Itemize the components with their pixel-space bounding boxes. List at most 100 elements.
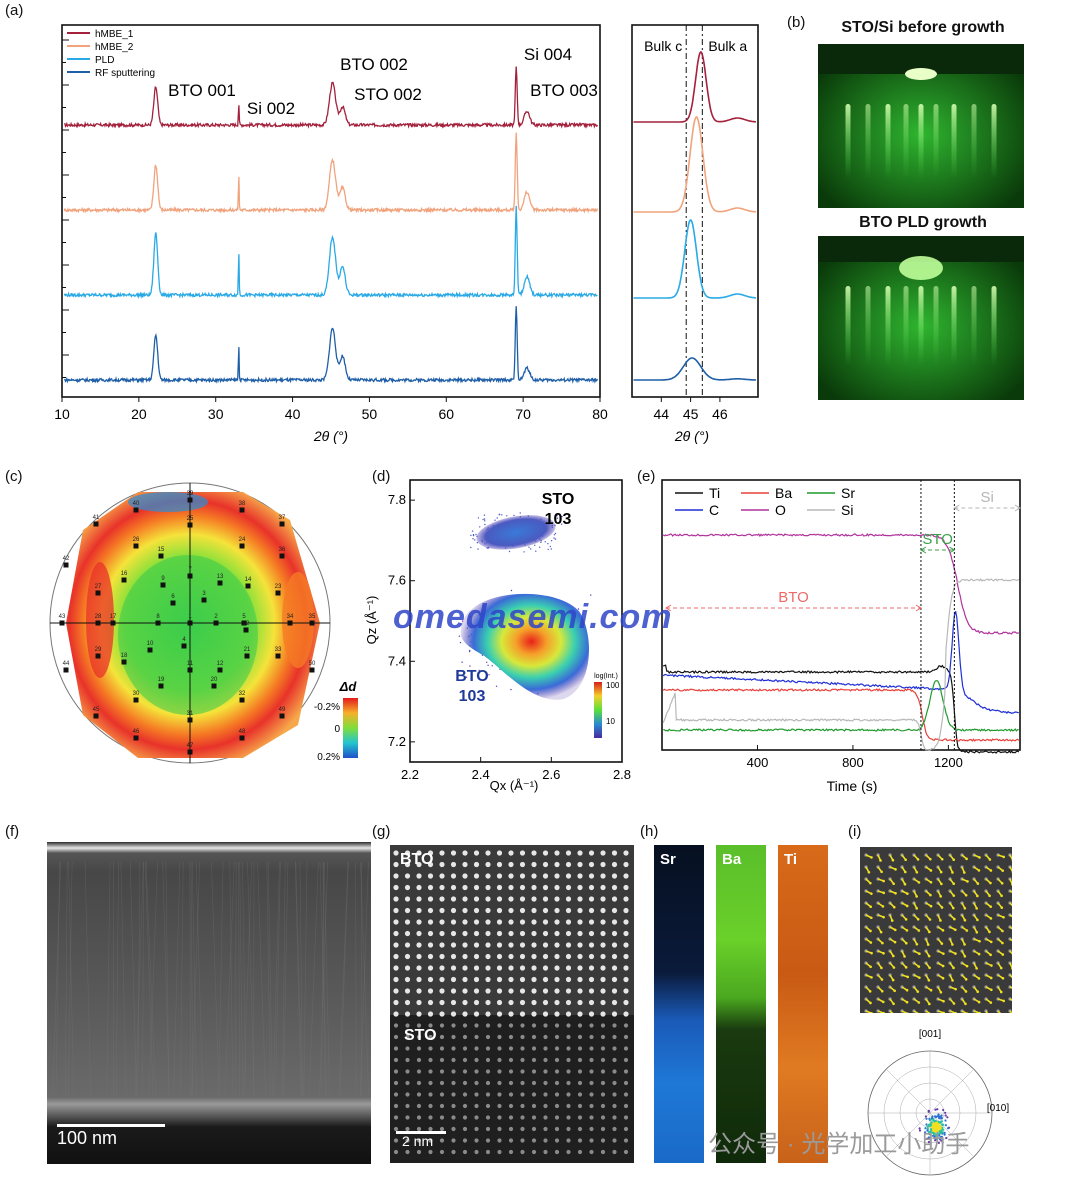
atom-column bbox=[439, 1000, 444, 1005]
tem-streak bbox=[309, 862, 318, 1097]
polarization-arrow-head bbox=[1002, 916, 1005, 919]
sims-series-Ba bbox=[663, 689, 1019, 741]
rsm-noise-dot bbox=[472, 530, 473, 531]
atom-column bbox=[578, 1127, 582, 1131]
atom-column bbox=[566, 942, 571, 947]
atom-column bbox=[497, 919, 502, 924]
atom-column bbox=[428, 977, 433, 982]
wafer-point bbox=[310, 668, 315, 673]
atom-column bbox=[497, 1138, 501, 1142]
sims-region-label: BTO bbox=[778, 589, 809, 606]
atom-column bbox=[428, 896, 433, 901]
atom-column bbox=[405, 954, 410, 959]
atom-column bbox=[509, 1150, 513, 1154]
polarization-arrow-head bbox=[881, 978, 884, 981]
wafer-point-label: 36 bbox=[279, 547, 286, 553]
atom-column bbox=[555, 1127, 559, 1131]
rheed-streak bbox=[919, 104, 924, 179]
panel-label-i: (i) bbox=[848, 823, 861, 840]
polarization-arrow-head bbox=[917, 858, 920, 861]
atom-column bbox=[405, 1069, 409, 1073]
atom-column bbox=[577, 908, 582, 913]
scale-label-g: 2 nm bbox=[402, 1133, 433, 1149]
polarization-arrow-head bbox=[906, 929, 909, 932]
atom-column bbox=[520, 1046, 524, 1050]
atom-column bbox=[497, 977, 502, 982]
sims-region-label: STO bbox=[922, 531, 953, 548]
wafer-point bbox=[64, 563, 69, 568]
atom-column bbox=[394, 1035, 398, 1039]
atom-column bbox=[451, 931, 456, 936]
atom-column bbox=[451, 1035, 455, 1039]
polarization-arrow-head bbox=[940, 991, 943, 994]
rsm-noise-dot bbox=[545, 541, 546, 542]
polarization-arrow-head bbox=[892, 955, 895, 958]
atom-column bbox=[612, 1104, 616, 1108]
tem-streak bbox=[304, 862, 307, 1097]
wafer-point bbox=[276, 591, 281, 596]
polarization-arrow-head bbox=[928, 967, 931, 970]
polarization-arrow-head bbox=[941, 942, 944, 945]
atom-column bbox=[566, 862, 571, 867]
atom-column bbox=[566, 1058, 570, 1062]
atom-column bbox=[497, 862, 502, 867]
polarization-arrow bbox=[1010, 867, 1012, 872]
atom-column bbox=[497, 1000, 502, 1005]
atom-column bbox=[624, 1092, 628, 1096]
polarization-arrow bbox=[1010, 927, 1012, 931]
atom-column bbox=[600, 1011, 605, 1016]
atom-column bbox=[566, 1150, 570, 1154]
atom-column bbox=[543, 885, 548, 890]
polarization-arrow-head bbox=[882, 952, 885, 955]
polarization-vector-map bbox=[860, 847, 1012, 1013]
atom-column bbox=[462, 977, 467, 982]
atom-column bbox=[531, 931, 536, 936]
atom-column bbox=[394, 1138, 398, 1142]
atom-column bbox=[485, 977, 490, 982]
atom-column bbox=[405, 896, 410, 901]
atom-column bbox=[463, 1115, 467, 1119]
polarization-arrow-head bbox=[918, 965, 921, 968]
atom-column bbox=[474, 988, 479, 993]
wafer-point-label: 30 bbox=[133, 691, 140, 697]
atom-column bbox=[462, 965, 467, 970]
polarization-arrow-head bbox=[977, 882, 980, 885]
atom-column bbox=[554, 885, 559, 890]
atom-column bbox=[623, 977, 628, 982]
atom-column bbox=[531, 850, 536, 855]
rsm-noise-dot bbox=[535, 551, 536, 552]
rsm-noise-dot bbox=[497, 517, 498, 518]
polarization-arrow-head bbox=[953, 918, 956, 921]
polarization-arrow-head bbox=[989, 858, 992, 861]
polarization-arrow-head bbox=[966, 880, 969, 883]
rsm-noise-dot bbox=[478, 517, 479, 518]
rsm-noise-dot bbox=[513, 515, 514, 516]
polar-point bbox=[944, 1112, 946, 1114]
polarization-arrow-head bbox=[990, 964, 993, 967]
atom-column bbox=[578, 1058, 582, 1062]
atom-column bbox=[566, 896, 571, 901]
atom-column bbox=[417, 1058, 421, 1062]
atom-column bbox=[555, 1046, 559, 1050]
polarization-arrow-head bbox=[940, 883, 943, 886]
atom-column bbox=[428, 1104, 432, 1108]
atom-column bbox=[485, 1000, 490, 1005]
atom-column bbox=[520, 873, 525, 878]
polarization-arrow-head bbox=[894, 868, 897, 871]
atom-column bbox=[555, 1115, 559, 1119]
atom-column bbox=[532, 1035, 536, 1039]
atom-column bbox=[612, 850, 617, 855]
atom-column bbox=[508, 988, 513, 993]
wafer-point bbox=[159, 554, 164, 559]
rheed-streak bbox=[886, 286, 891, 366]
polar-point bbox=[935, 1116, 937, 1118]
wafer-point-label: 45 bbox=[93, 707, 100, 713]
xrd-series-3 bbox=[64, 306, 597, 381]
atom-column bbox=[612, 965, 617, 970]
atom-column bbox=[451, 1069, 455, 1073]
polarization-arrow-head bbox=[893, 906, 896, 909]
polarization-arrow bbox=[1010, 1011, 1012, 1013]
wafer-point bbox=[156, 621, 161, 626]
atom-column bbox=[509, 1023, 513, 1027]
polarization-arrow-head bbox=[906, 905, 909, 908]
